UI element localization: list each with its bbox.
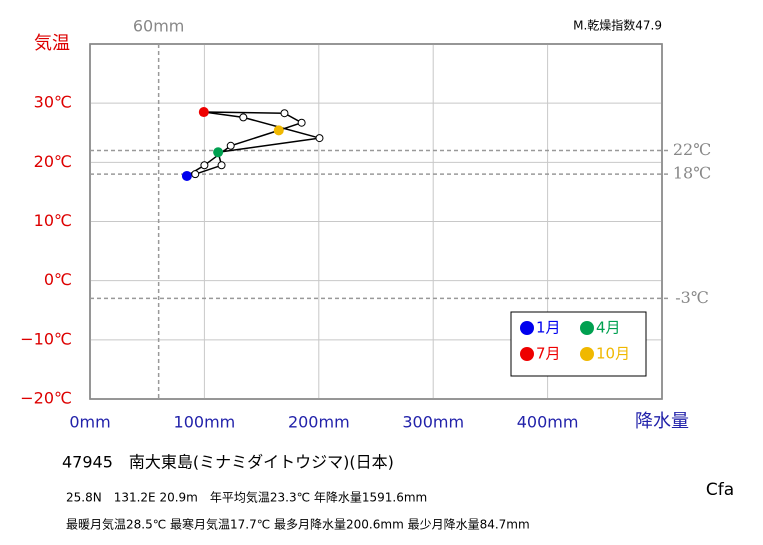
legend-label: 4月: [596, 319, 621, 337]
info-line: 最暖月気温28.5℃ 最寒月気温17.7℃ 最多月降水量200.6mm 最少月降…: [66, 517, 530, 532]
data-point: [217, 161, 226, 170]
data-point: [226, 141, 235, 150]
y-tick-label: −10℃: [20, 329, 72, 348]
data-point: [297, 118, 306, 127]
y-axis-label: 気温: [34, 33, 70, 54]
x-tick-label: 0mm: [69, 413, 110, 432]
x-tick-label: 300mm: [402, 413, 464, 432]
info-line: 25.8N 131.2E 20.9m 年平均気温23.3℃ 年降水量1591.6…: [66, 490, 427, 505]
x-tick-label: 400mm: [517, 413, 579, 432]
reference-label: 18℃: [673, 164, 711, 183]
y-tick-label: 0℃: [44, 270, 72, 289]
y-tick-label: 30℃: [34, 93, 72, 112]
x-tick-label: 100mm: [174, 413, 236, 432]
reference-label: 22℃: [673, 140, 711, 159]
legend-marker: [520, 321, 534, 335]
legend-label: 7月: [536, 345, 561, 363]
data-point: [213, 147, 224, 158]
legend-box: [510, 311, 647, 377]
data-point: [191, 170, 200, 179]
data-point: [200, 161, 209, 170]
legend-marker: [580, 347, 594, 361]
y-tick-label: 10℃: [34, 211, 72, 230]
legend-marker: [520, 347, 534, 361]
data-point: [239, 113, 248, 122]
aridity-index: M.乾燥指数47.9: [573, 18, 662, 33]
legend-label: 1月: [536, 319, 561, 337]
data-point: [198, 107, 209, 118]
x-tick-label: 200mm: [288, 413, 350, 432]
legend-label: 10月: [596, 345, 630, 363]
legend-marker: [580, 321, 594, 335]
data-point: [181, 170, 192, 181]
data-point: [315, 134, 324, 143]
y-tick-label: −20℃: [20, 389, 72, 408]
reference-label: -3℃: [675, 288, 708, 307]
data-point: [280, 109, 289, 118]
climate-class: Cfa: [706, 480, 734, 500]
reference-label: 60mm: [133, 17, 185, 36]
data-point: [273, 125, 284, 136]
y-tick-label: 20℃: [34, 152, 72, 171]
station-name: 47945 南大東島(ミナミダイトウジマ)(日本): [62, 453, 394, 472]
x-axis-label: 降水量: [635, 411, 689, 432]
plot-border: [89, 43, 663, 400]
